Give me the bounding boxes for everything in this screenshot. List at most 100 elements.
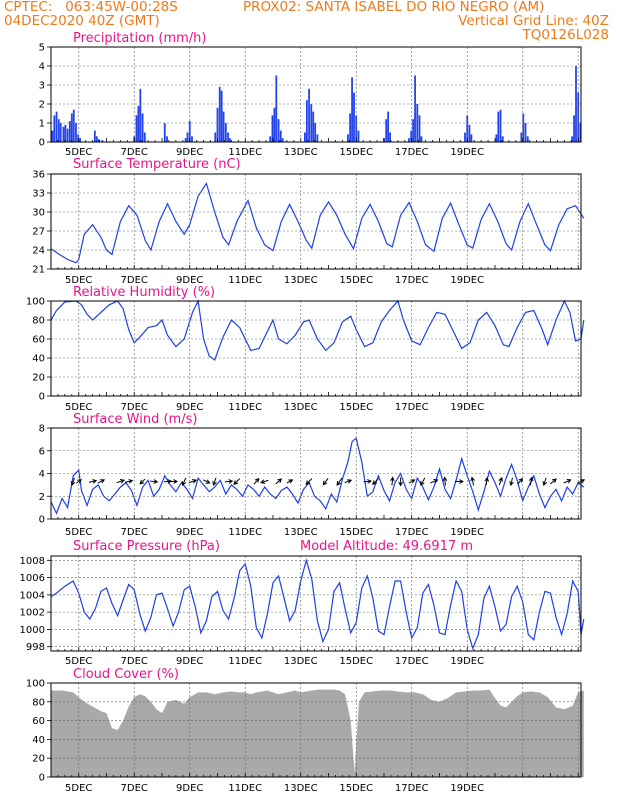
wind-arrow-head bbox=[459, 479, 464, 484]
x-tick-label: 11DEC bbox=[228, 275, 262, 286]
wind-arrow-shaft bbox=[182, 477, 187, 486]
precip-bar bbox=[51, 130, 54, 142]
wind-arrow bbox=[528, 476, 534, 486]
wind-arrow bbox=[139, 478, 146, 485]
header-station-name: PROX02: SANTA ISABEL DO RIO NEGRO (AM) bbox=[243, 0, 545, 15]
wind-arrow-shaft bbox=[550, 478, 557, 485]
wind-arrow-shaft bbox=[71, 477, 75, 486]
wind-arrow-head bbox=[119, 479, 125, 484]
wind-arrow bbox=[124, 479, 134, 484]
precip-bar bbox=[135, 115, 138, 142]
precip-bar bbox=[353, 92, 355, 142]
header-grid-line: Vertical Grid Line: 40Z bbox=[458, 13, 609, 29]
wind-arrow-shaft bbox=[543, 477, 547, 486]
x-tick-label: 9DEC bbox=[176, 656, 203, 667]
x-tick-label: 11DEC bbox=[228, 527, 262, 538]
x-tick-label: 9DEC bbox=[176, 527, 203, 538]
wind-arrow-head bbox=[420, 481, 425, 486]
precip-bar bbox=[281, 138, 284, 142]
x-tick-label: 17DEC bbox=[395, 402, 429, 413]
wind-arrow bbox=[509, 477, 514, 487]
panel-frame bbox=[50, 555, 582, 652]
y-tick-label: 5 bbox=[39, 43, 45, 54]
wind-arrow-head bbox=[254, 477, 260, 483]
wind-arrow-head bbox=[580, 479, 586, 484]
panel-title: Surface Temperature (nC) bbox=[73, 157, 241, 172]
wind-arrow bbox=[398, 477, 403, 487]
panel-4: Surface Wind (m/s) 0 2 4 6 8 5DEC 7DEC 9DEC 11DEC… bbox=[39, 412, 586, 538]
precip-bar bbox=[520, 132, 523, 142]
wind-arrow-shaft bbox=[97, 479, 105, 484]
x-tick-label: 19DEC bbox=[450, 783, 484, 794]
precip-bar bbox=[522, 113, 525, 142]
precip-bar bbox=[577, 92, 580, 142]
precip-bar bbox=[222, 111, 225, 142]
y-tick-label: 1006 bbox=[20, 573, 45, 584]
wind-arrow-shaft bbox=[213, 477, 217, 486]
x-tick-label: 13DEC bbox=[284, 402, 318, 413]
x-tick-label: 17DEC bbox=[395, 656, 429, 667]
panel-frame bbox=[50, 46, 582, 143]
precip-bar bbox=[218, 86, 221, 142]
panel-1: Precipitation (mm/h) 0 1 2 3 4 5 5DEC 7DEC 9DEC 11… bbox=[39, 31, 582, 158]
wind-arrow-shaft bbox=[485, 477, 488, 486]
wind-arrow-shaft bbox=[260, 479, 269, 484]
wind-arrow-shaft bbox=[471, 477, 475, 486]
precip-bar bbox=[186, 132, 189, 142]
precip-bar bbox=[420, 136, 423, 142]
y-tick-label: 1004 bbox=[20, 590, 45, 601]
panel-title: Cloud Cover (%) bbox=[73, 667, 179, 682]
wind-arrow-head bbox=[442, 476, 448, 482]
wind-arrow bbox=[372, 478, 379, 486]
wind-arrow-shaft bbox=[116, 479, 125, 484]
wind-arrow-head bbox=[509, 481, 514, 487]
wind-arrow-head bbox=[100, 479, 106, 484]
wind-arrow-shaft bbox=[391, 477, 394, 486]
series-line bbox=[50, 558, 585, 651]
y-tick-label: 24 bbox=[32, 246, 45, 257]
x-tick-label: 11DEC bbox=[228, 783, 262, 794]
wind-arrow bbox=[169, 479, 179, 484]
y-tick-label: 33 bbox=[32, 189, 45, 200]
precip-bar bbox=[227, 132, 229, 142]
wind-arrow bbox=[150, 479, 159, 484]
wind-arrow-head bbox=[212, 481, 217, 487]
x-tick-label: 5DEC bbox=[65, 147, 92, 158]
x-tick-label: 7DEC bbox=[121, 147, 148, 158]
x-tick-label: 17DEC bbox=[395, 147, 429, 158]
y-tick-label: 21 bbox=[32, 265, 45, 276]
panel-5: Surface Pressure (hPa) Model Altitude: 49… bbox=[20, 539, 585, 667]
wind-arrow bbox=[344, 479, 353, 484]
wind-arrow bbox=[484, 476, 490, 486]
y-tick-label: 100 bbox=[26, 297, 45, 308]
precip-bar bbox=[70, 113, 73, 142]
wind-arrow-head bbox=[470, 476, 475, 482]
precip-bar bbox=[414, 75, 416, 142]
precip-bar bbox=[95, 136, 98, 142]
wind-arrow-head bbox=[128, 479, 134, 484]
x-tick-label: 11DEC bbox=[228, 147, 262, 158]
x-tick-label: 7DEC bbox=[121, 656, 148, 667]
precip-bar bbox=[495, 134, 498, 142]
precip-bar bbox=[271, 115, 274, 142]
x-tick-label: 9DEC bbox=[176, 402, 203, 413]
wind-arrow-shaft bbox=[233, 478, 241, 485]
wind-arrow bbox=[305, 478, 313, 486]
precip-bar bbox=[412, 119, 415, 142]
wind-arrow-head bbox=[433, 479, 439, 484]
wind-arrow-shaft bbox=[305, 478, 313, 485]
panel-3: Relative Humidity (%) 0 20 40 60 80 100 5DEC 7DE… bbox=[26, 285, 585, 413]
precip-bar bbox=[216, 107, 219, 142]
wind-arrow-shaft bbox=[563, 479, 571, 484]
wind-arrow-shaft bbox=[286, 479, 293, 484]
y-tick-label: 3 bbox=[39, 81, 45, 92]
wind-arrow-shaft bbox=[529, 477, 533, 486]
wind-arrow-head bbox=[484, 476, 490, 482]
precip-bar bbox=[385, 119, 388, 142]
wind-arrow bbox=[563, 479, 572, 484]
precip-bar bbox=[304, 132, 306, 142]
precip-bar bbox=[79, 138, 82, 142]
precip-bar bbox=[224, 123, 227, 142]
precip-bar bbox=[573, 115, 575, 142]
precip-bar bbox=[275, 75, 278, 142]
